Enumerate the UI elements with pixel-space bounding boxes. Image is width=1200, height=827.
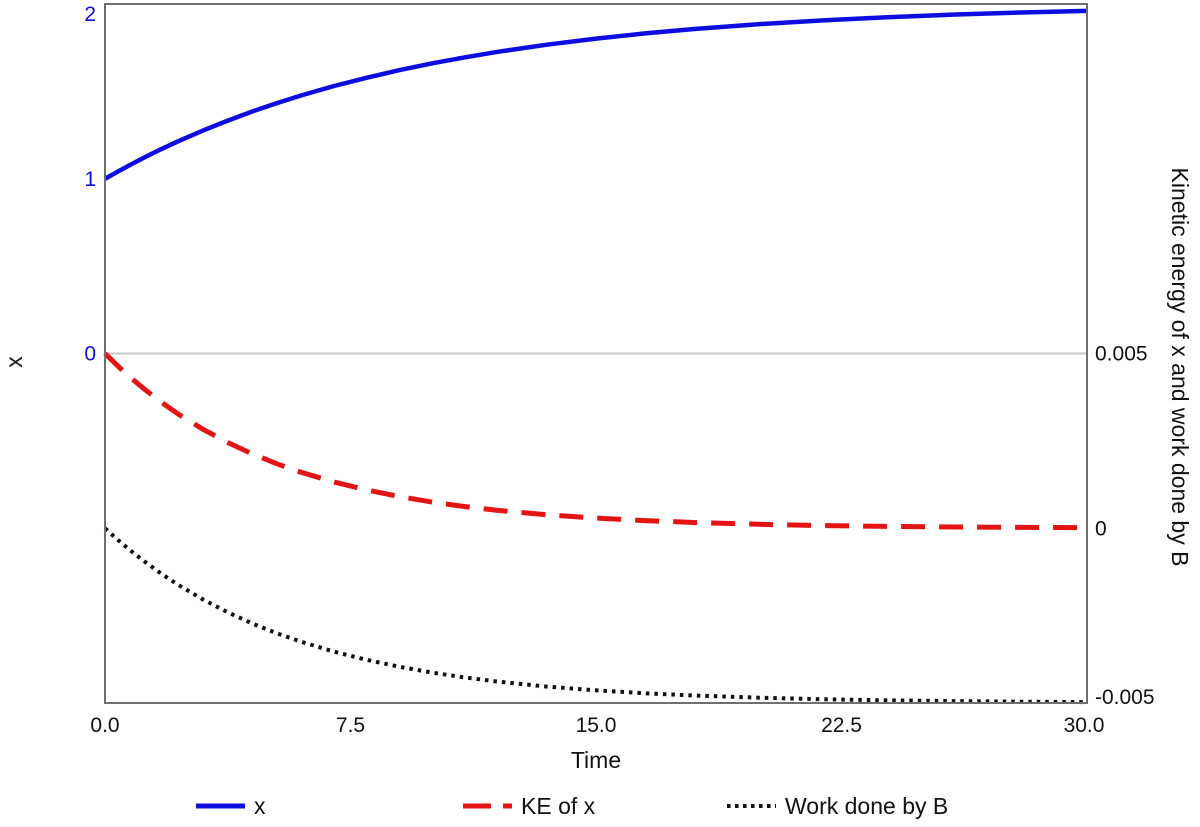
x-tick-label: 30.0: [1064, 714, 1105, 737]
legend-label: KE of x: [521, 793, 596, 819]
series-line-x: [103, 8, 1088, 181]
legend-item-work-done-by-b: Work done by B: [727, 793, 948, 819]
series-line-work-done-by-b: [103, 526, 1088, 705]
y-right-axis-title: Kinetic energy of x and work done by B: [1167, 168, 1193, 567]
y-left-tick-label: 2: [84, 3, 96, 26]
legend-label: x: [254, 793, 266, 819]
y-right-tick-label: 0: [1095, 517, 1107, 540]
x-tick-label: 7.5: [336, 714, 365, 737]
legend-label: Work done by B: [785, 793, 948, 819]
y-right-tick-label: 0.005: [1095, 343, 1148, 366]
series-line-ke-of-x: [103, 351, 1088, 531]
y-left-tick-label: 1: [84, 168, 96, 191]
x-tick-label: 15.0: [576, 714, 617, 737]
legend-item-ke-of-x: KE of x: [463, 793, 596, 819]
y-left-axis-title: x: [1, 356, 27, 368]
series-layer: [103, 8, 1088, 705]
plot-frame-layer: [104, 3, 1088, 704]
legend-item-x: x: [196, 793, 266, 819]
plot-border: [104, 3, 1088, 704]
y-right-tick-label: -0.005: [1095, 686, 1155, 709]
y-left-tick-label: 0: [84, 343, 96, 366]
x-tick-label: 22.5: [821, 714, 862, 737]
axis-labels-layer: 0 1 2 0.005 0 -0.005 0.0 7.5 15.0 22.5 30.0 Time x Ki…: [1, 3, 1193, 773]
legend: x KE of x Work done by B: [196, 793, 948, 819]
x-tick-label: 0.0: [90, 714, 119, 737]
x-axis-title: Time: [571, 747, 621, 773]
